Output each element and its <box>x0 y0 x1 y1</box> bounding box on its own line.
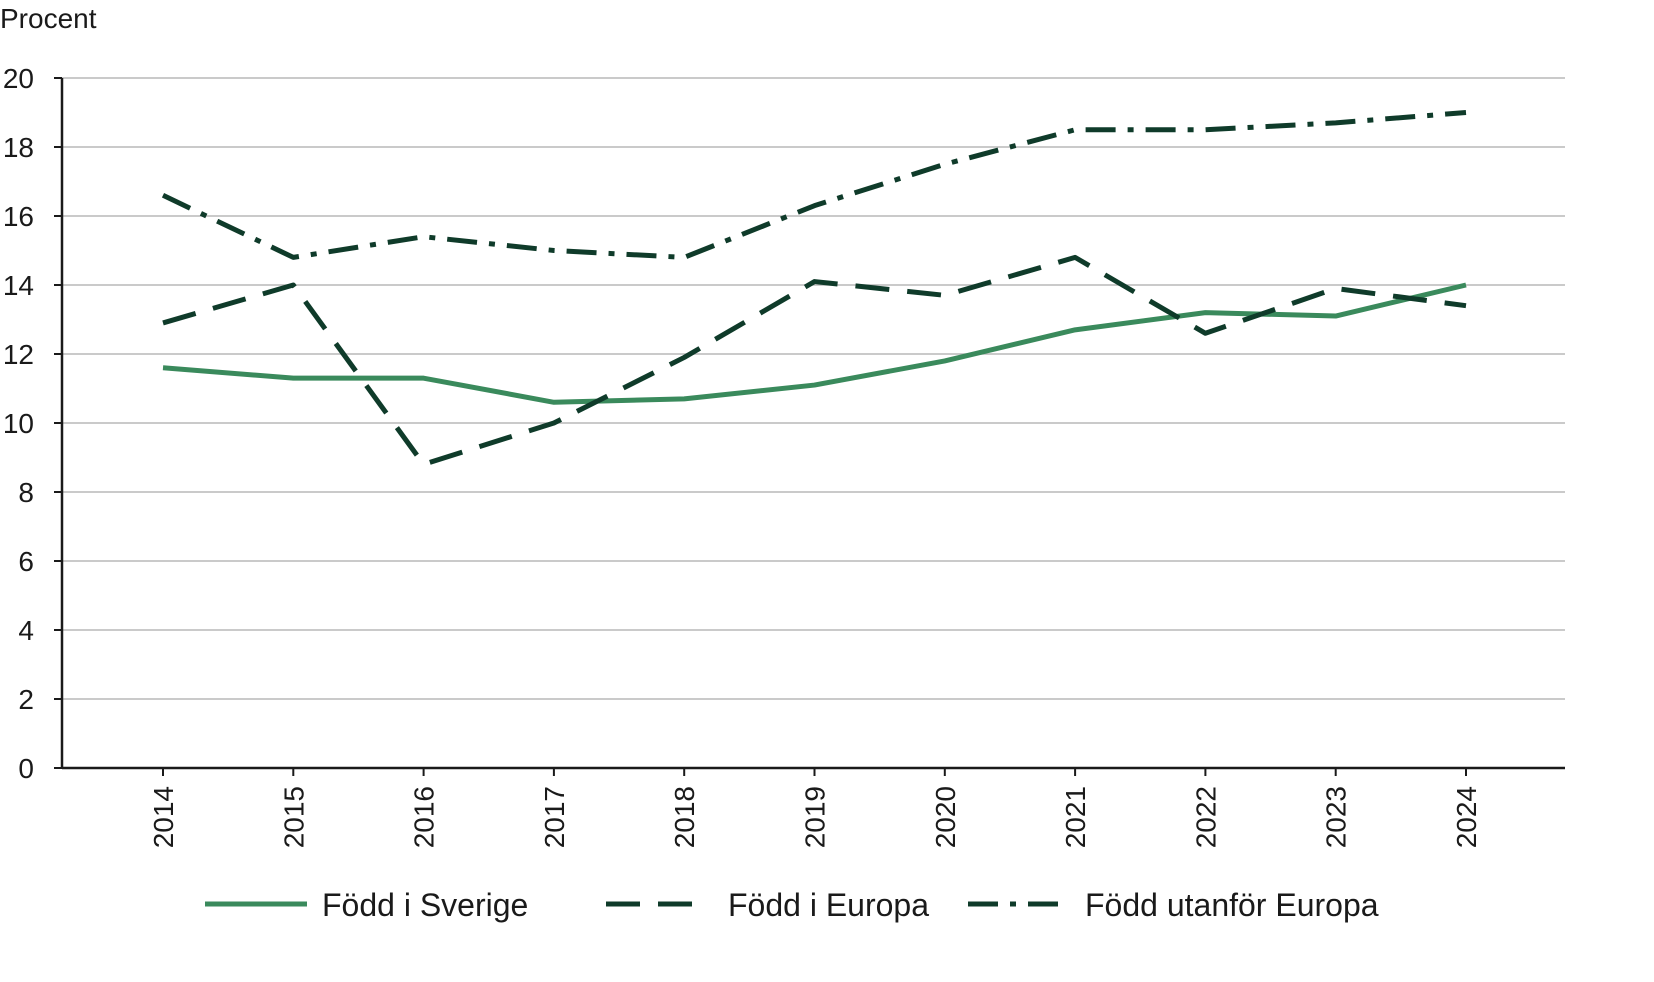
series-line-0 <box>162 282 1467 405</box>
legend-label-0: Född i Sverige <box>322 887 528 923</box>
legend-label-2: Född utanför Europa <box>1085 887 1379 923</box>
y-tick-label: 16 <box>3 201 34 232</box>
series-line-1 <box>162 254 1467 467</box>
y-tick-label: 18 <box>3 132 34 163</box>
x-tick-label: 2023 <box>1321 786 1352 848</box>
x-tick-label: 2020 <box>930 786 961 848</box>
y-axis-label: Procent <box>0 3 97 34</box>
gridlines <box>62 77 1565 700</box>
x-tick-label: 2015 <box>278 786 309 848</box>
x-tick-label: 2024 <box>1451 786 1482 848</box>
x-tick-label: 2022 <box>1190 786 1221 848</box>
x-tick-label: 2018 <box>669 786 700 848</box>
y-tick-label: 2 <box>18 684 34 715</box>
y-tick-label: 8 <box>18 477 34 508</box>
y-tick-label: 0 <box>18 753 34 784</box>
tick-labels: Procent 0 2 4 6 8 10 12 14 16 18 20 2014 2015 2016 2017… <box>0 3 1482 848</box>
legend: Född i Sverige Född i Europa Född utanför … <box>205 887 1379 923</box>
x-tick-label: 2016 <box>409 786 440 848</box>
y-tick-label: 12 <box>3 339 34 370</box>
legend-label-1: Född i Europa <box>728 887 929 923</box>
x-tick-label: 2021 <box>1060 786 1091 848</box>
x-tick-label: 2014 <box>148 786 179 848</box>
y-tick-label: 4 <box>18 615 34 646</box>
x-tick-label: 2017 <box>539 786 570 848</box>
y-tick-label: 10 <box>3 408 34 439</box>
y-tick-label: 20 <box>3 63 34 94</box>
series-line-2 <box>161 110 1467 260</box>
y-tick-label: 14 <box>3 270 34 301</box>
series-lines <box>161 110 1467 467</box>
x-tick-label: 2019 <box>800 786 831 848</box>
y-tick-label: 6 <box>18 546 34 577</box>
axes <box>54 77 1565 776</box>
